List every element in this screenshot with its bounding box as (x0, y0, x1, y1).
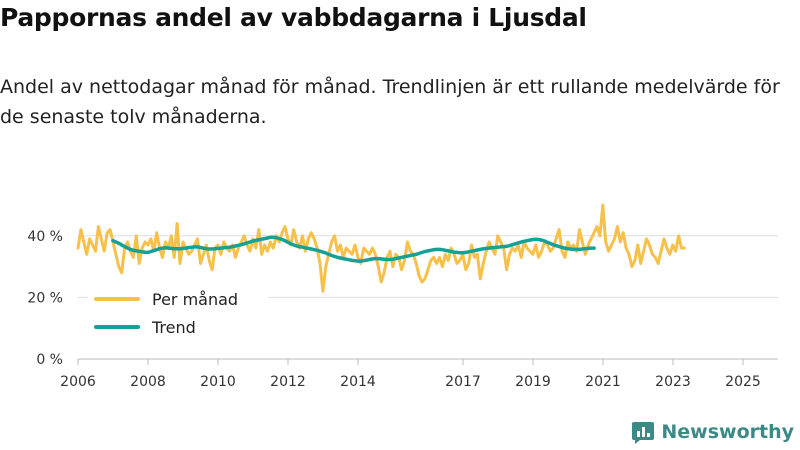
x-axis-ticks: 2006 2008 2010 2012 2014 2017 2019 2021 2023 2025 (60, 359, 761, 390)
y-tick-label: 40 % (27, 229, 63, 245)
x-tick-label: 2012 (270, 374, 306, 390)
legend: Per månad Trend (88, 283, 268, 341)
bar-chart-icon (632, 422, 655, 444)
y-tick-label: 0 % (36, 352, 63, 368)
x-tick-label: 2008 (130, 374, 166, 390)
legend-label-per-manad: Per månad (152, 290, 238, 309)
x-tick-label: 2023 (655, 374, 691, 390)
chart-subtitle: Andel av nettodagar månad för månad. Tre… (0, 76, 780, 128)
y-axis-ticks: 0 % 20 % 40 % (27, 229, 63, 368)
x-tick-label: 2025 (725, 374, 761, 390)
x-tick-label: 2006 (60, 374, 96, 390)
x-tick-label: 2010 (200, 374, 236, 390)
series-line-trend (111, 235, 596, 263)
x-tick-label: 2019 (515, 374, 551, 390)
x-tick-label: 2014 (340, 374, 376, 390)
x-tick-label: 2021 (585, 374, 621, 390)
series-lines (76, 203, 686, 293)
legend-label-trend: Trend (151, 318, 196, 337)
y-tick-label: 20 % (27, 290, 63, 306)
legend-background (88, 283, 268, 341)
x-tick-label: 2017 (445, 374, 481, 390)
newsworthy-brand: Newsworthy (631, 420, 794, 444)
chart-title: Pappornas andel av vabbdagarna i Ljusdal (0, 3, 587, 32)
brand-name: Newsworthy (661, 421, 794, 443)
